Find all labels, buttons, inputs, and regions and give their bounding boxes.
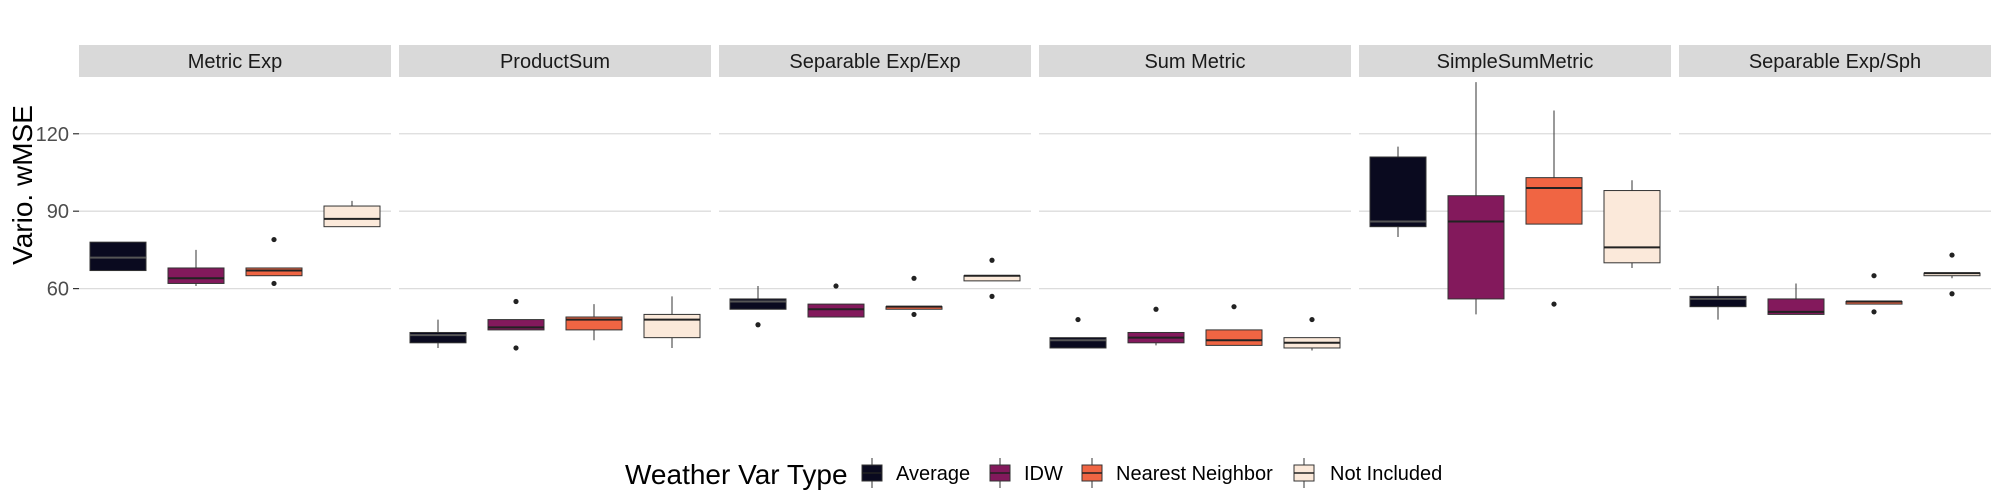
facet-strip-label: Sum Metric xyxy=(1144,51,1245,73)
facet-panel: SimpleSumMetric xyxy=(1359,45,1671,315)
outlier-point xyxy=(513,298,519,305)
box-iqr xyxy=(1767,298,1825,315)
outlier-point xyxy=(1949,291,1955,297)
box-iqr xyxy=(167,267,225,284)
box-not-included xyxy=(1283,316,1341,351)
facet-strip xyxy=(719,45,1031,77)
facet-strip xyxy=(79,45,391,77)
box-average xyxy=(1369,146,1427,237)
box-nearest-neighbor xyxy=(1845,273,1903,315)
box-average xyxy=(1049,316,1107,349)
box-iqr xyxy=(729,298,787,310)
box-idw xyxy=(487,298,545,351)
y-axis-title: Vario. wMSE xyxy=(7,105,38,265)
box-iqr xyxy=(1049,337,1107,349)
box-average xyxy=(409,319,467,348)
box-idw xyxy=(807,283,865,318)
facet-strip xyxy=(399,45,711,77)
box-iqr xyxy=(409,331,467,344)
legend-key-nearest-neighbor: Nearest Neighbor xyxy=(1081,458,1273,488)
box-nearest-neighbor xyxy=(885,275,943,318)
box-nearest-neighbor xyxy=(1525,110,1583,307)
box-iqr xyxy=(1205,329,1263,346)
outlier-point xyxy=(755,322,761,328)
facet-panel: Metric Exp xyxy=(79,45,391,290)
box-idw xyxy=(1127,306,1185,346)
facet-panel: Sum Metric xyxy=(1039,45,1351,351)
legend-key-average: Average xyxy=(861,458,970,488)
box-iqr xyxy=(1525,177,1583,225)
box-idw xyxy=(1447,82,1505,315)
facet-strip xyxy=(1359,45,1671,77)
box-iqr xyxy=(1447,195,1505,300)
box-iqr xyxy=(89,241,147,272)
y-axis: 60 90 120 xyxy=(36,124,79,301)
box-not-included xyxy=(1603,180,1661,268)
facet-strip xyxy=(1679,45,1991,77)
outlier-point xyxy=(1231,304,1237,310)
outlier-point xyxy=(911,311,917,318)
box-average xyxy=(89,241,147,272)
box-nearest-neighbor xyxy=(245,236,303,287)
facet-panels: Metric Exp ProductSum Separable Exp/Exp Sum… xyxy=(79,45,1991,351)
outlier-point xyxy=(911,275,917,281)
legend-label: Average xyxy=(896,463,970,485)
legend-label: IDW xyxy=(1024,463,1063,485)
box-iqr xyxy=(1603,190,1661,264)
outlier-point xyxy=(833,283,839,289)
y-tick-label: 120 xyxy=(36,124,69,146)
facet-strip-label: Separable Exp/Exp xyxy=(789,51,960,73)
box-iqr xyxy=(807,303,865,318)
facet-strip xyxy=(1039,45,1351,77)
box-iqr xyxy=(643,313,701,339)
box-not-included xyxy=(963,257,1021,299)
y-tick-label: 90 xyxy=(47,201,69,223)
box-iqr xyxy=(487,319,545,331)
box-iqr xyxy=(1369,156,1427,228)
facet-panel: Separable Exp/Sph xyxy=(1679,45,1991,320)
legend: Weather Var Type Average IDW Nearest Neigh… xyxy=(625,458,1442,490)
box-average xyxy=(1689,286,1747,320)
outlier-point xyxy=(989,293,995,299)
outlier-point xyxy=(1871,273,1877,279)
outlier-point xyxy=(989,257,995,263)
legend-key-not-included: Not Included xyxy=(1293,458,1442,488)
facet-strip-label: ProductSum xyxy=(500,51,610,73)
outlier-point xyxy=(1949,252,1955,258)
facet-panel: Separable Exp/Exp xyxy=(719,45,1031,328)
outlier-point xyxy=(1551,301,1557,307)
facet-strip-label: Metric Exp xyxy=(188,51,282,73)
outlier-point xyxy=(1153,306,1159,312)
facet-panel: ProductSum xyxy=(399,45,711,351)
box-not-included xyxy=(323,200,381,228)
outlier-point xyxy=(271,280,277,287)
box-nearest-neighbor xyxy=(565,304,623,341)
box-idw xyxy=(167,249,225,287)
outlier-point xyxy=(1871,309,1877,315)
box-average xyxy=(729,286,787,328)
box-not-included xyxy=(643,296,701,348)
y-tick-label: 60 xyxy=(47,279,69,301)
legend-title: Weather Var Type xyxy=(625,459,848,490)
facet-strip-label: SimpleSumMetric xyxy=(1437,51,1594,73)
legend-label: Nearest Neighbor xyxy=(1116,463,1273,485)
box-iqr xyxy=(245,267,303,277)
outlier-point xyxy=(271,236,277,243)
outlier-point xyxy=(1075,316,1081,323)
box-nearest-neighbor xyxy=(1205,304,1263,346)
outlier-point xyxy=(1309,316,1315,323)
box-iqr xyxy=(1689,295,1747,308)
box-idw xyxy=(1767,283,1825,315)
legend-label: Not Included xyxy=(1330,463,1442,485)
box-iqr xyxy=(323,205,381,228)
box-not-included xyxy=(1923,252,1981,297)
legend-key-idw: IDW xyxy=(989,458,1063,488)
facet-strip-label: Separable Exp/Sph xyxy=(1749,51,1921,73)
outlier-point xyxy=(513,345,519,351)
